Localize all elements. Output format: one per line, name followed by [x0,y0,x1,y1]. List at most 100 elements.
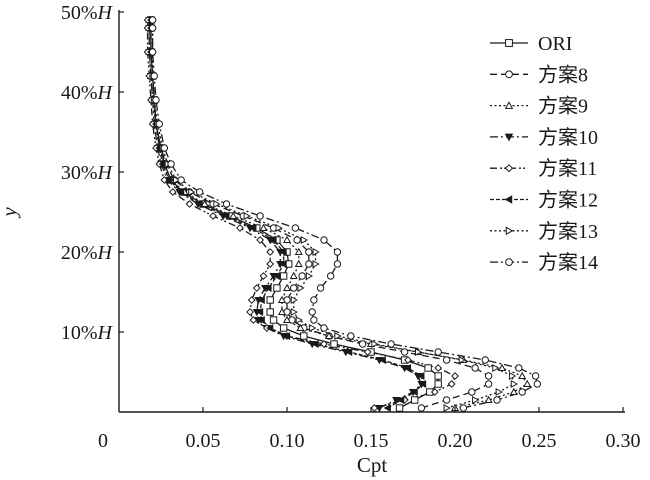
data-point [294,247,303,256]
data-point [222,200,231,208]
data-point [290,307,298,317]
legend-item: 方案8 [490,63,588,86]
data-point [471,364,479,372]
data-point [188,187,196,197]
data-point [459,404,468,412]
data-point [160,144,169,152]
data-point [417,404,426,412]
legend-label: 方案8 [538,63,588,86]
series-line-3 [148,20,423,409]
data-point [305,271,314,281]
data-point [495,387,503,397]
data-point [269,235,277,245]
data-point [447,380,456,388]
data-point [497,363,507,372]
data-point [305,260,313,268]
data-point [275,223,283,233]
data-point [400,348,409,356]
data-point [472,395,480,405]
data-point [308,308,316,316]
data-point [167,160,175,168]
legend-swatch-marker [504,164,514,173]
data-point [404,356,412,364]
data-point [265,323,274,333]
data-point [458,355,466,365]
data-point [326,272,335,280]
legend-label: 方案12 [538,189,598,212]
data-point [213,199,221,209]
data-point [371,339,379,349]
data-point [510,379,519,389]
data-point [176,187,185,197]
data-point [397,395,405,405]
series-markers-6 [149,15,519,413]
data-point [518,371,527,380]
data-point [295,315,303,325]
data-point [387,340,395,348]
data-point [273,284,281,292]
legend-item: ORI [490,33,572,55]
data-point [410,387,418,397]
data-point [442,396,451,404]
y-tick-label: 40%H [61,82,114,104]
data-point [334,331,342,341]
data-point [344,347,353,357]
data-point [442,356,451,364]
x-tick-label: 0.20 [438,430,473,452]
axis-tick-labels: 0 0.05 0.10 0.15 0.20 0.25 0.30 10%H 20%H 30%H 40%… [61,2,641,452]
data-point [312,259,320,269]
data-point [200,199,209,208]
data-point [509,387,518,396]
data-point [300,235,309,245]
data-point [246,308,254,316]
legend-label: ORI [538,33,572,55]
data-point [434,364,443,372]
x-tick-label: 0.05 [186,430,221,452]
legend-swatch-marker [505,226,514,236]
data-point [185,200,194,208]
data-point [277,295,287,304]
data-point [229,211,238,220]
legend-label: 方案13 [538,220,598,243]
data-point [493,396,501,404]
data-point [243,211,251,221]
data-point [492,363,500,373]
data-point [434,372,442,380]
legend-swatch-marker [505,70,513,79]
data-point [533,380,542,388]
data-point [378,355,386,365]
series-line-6 [151,20,515,409]
data-point [324,331,334,340]
legend-label: 方案9 [538,95,588,118]
data-point [152,96,160,104]
series-markers-2 [145,15,532,412]
data-point [418,379,427,389]
plot-series-group [146,20,539,409]
data-point [160,176,169,184]
legend-swatch-marker [504,133,514,142]
data-point [279,272,288,280]
data-point [257,295,265,305]
data-point [484,395,493,404]
data-point [395,404,404,412]
x-tick-label: 0.30 [606,430,641,452]
data-point [148,16,157,24]
legend-item: 方案10 [490,126,598,149]
data-point [370,404,379,412]
data-point [272,271,280,281]
data-point [309,323,317,333]
data-point [300,332,308,340]
series-markers-7 [148,16,542,412]
data-point [434,380,442,388]
data-point [484,380,493,388]
data-point [298,272,306,280]
data-point [523,379,532,388]
data-point [290,284,298,292]
y-tick-label: 20%H [61,242,114,264]
data-point [468,388,476,396]
data-point [279,324,288,332]
data-point [320,236,328,244]
data-point [363,348,372,356]
data-point [434,348,442,356]
x-tick-label: 0.15 [354,430,389,452]
